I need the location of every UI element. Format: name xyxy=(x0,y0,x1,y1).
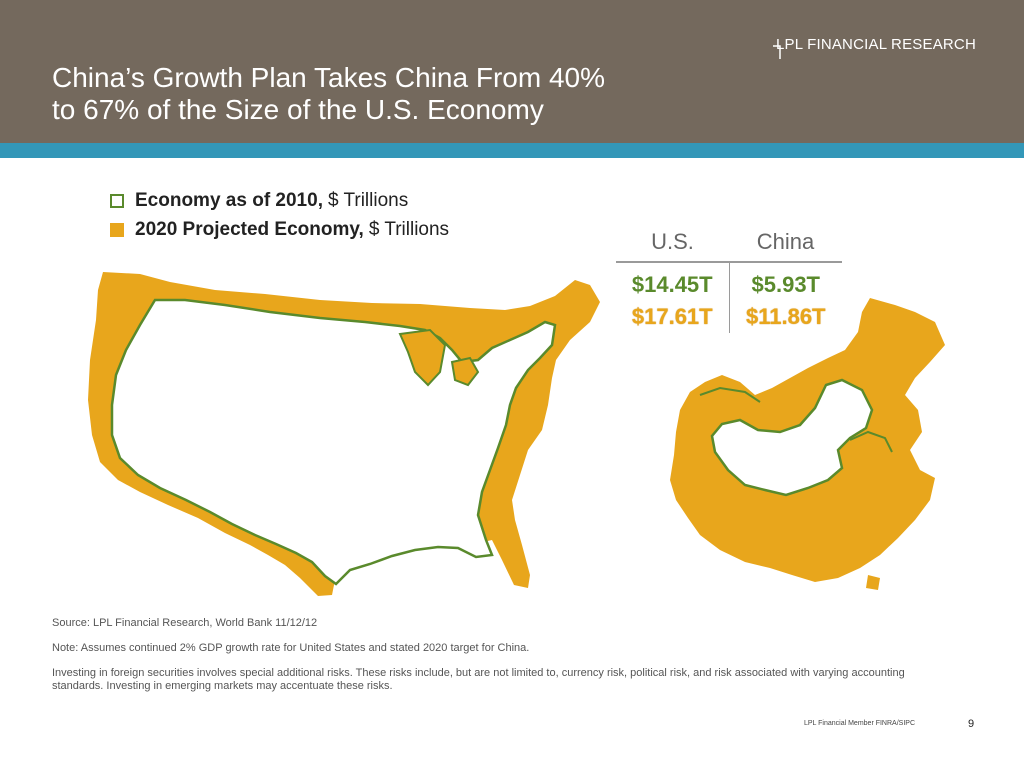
china-2010-value: $5.93T xyxy=(751,272,821,297)
page-title: China’s Growth Plan Takes China From 40%… xyxy=(52,62,752,126)
china-2010-map xyxy=(710,378,874,497)
footer-company: LPL Financial Member FINRA/SIPC xyxy=(804,720,915,727)
gdp-comparison-table: U.S. China $14.45T $17.61T $5.93T $11.86… xyxy=(616,227,842,333)
legend-label: 2020 Projected Economy, xyxy=(135,218,364,240)
legend-unit: $ Trillions xyxy=(327,189,409,211)
legend: Economy as of 2010, $ Trillions 2020 Pro… xyxy=(110,186,449,244)
economy-maps xyxy=(88,272,945,596)
disclaimer: Investing in foreign securities involves… xyxy=(52,667,905,692)
legend-swatch-outline xyxy=(110,193,124,208)
header-accent-bar xyxy=(0,143,1024,158)
us-column: $14.45T $17.61T xyxy=(616,263,730,333)
us-2010-value: $14.45T xyxy=(631,272,713,297)
china-2010-border xyxy=(699,386,893,453)
assumption-note: Note: Assumes continued 2% GDP growth ra… xyxy=(52,642,530,654)
legend-item-2020: 2020 Projected Economy, $ Trillions xyxy=(110,215,449,244)
legend-item-2010: Economy as of 2010, $ Trillions xyxy=(110,186,449,215)
title-line-2: to 67% of the Size of the U.S. Economy xyxy=(52,94,544,125)
legend-label: Economy as of 2010, xyxy=(135,189,323,211)
great-lakes xyxy=(398,328,480,387)
column-header-us: U.S. xyxy=(651,229,694,254)
china-2020-value: $11.86T xyxy=(745,304,826,329)
column-header-china: China xyxy=(756,229,815,254)
header-band xyxy=(0,0,1024,143)
us-2010-map xyxy=(110,298,557,586)
table-body: $14.45T $17.61T $5.93T $11.86T xyxy=(616,263,842,333)
china-column: $5.93T $11.86T xyxy=(730,263,843,333)
title-line-1: China’s Growth Plan Takes China From 40% xyxy=(52,62,605,93)
legend-swatch-fill xyxy=(110,222,124,237)
page-number: 9 xyxy=(968,718,975,730)
brand-mark-icon xyxy=(773,45,781,59)
source-note: Source: LPL Financial Research, World Ba… xyxy=(52,617,318,629)
notes-section: Source: LPL Financial Research, World Ba… xyxy=(52,617,952,705)
table-header: U.S. China xyxy=(616,227,842,263)
brand-label: LPL FINANCIAL RESEARCH xyxy=(775,36,976,53)
us-2020-value: $17.61T xyxy=(631,304,713,329)
legend-unit: $ Trillions xyxy=(368,218,450,240)
